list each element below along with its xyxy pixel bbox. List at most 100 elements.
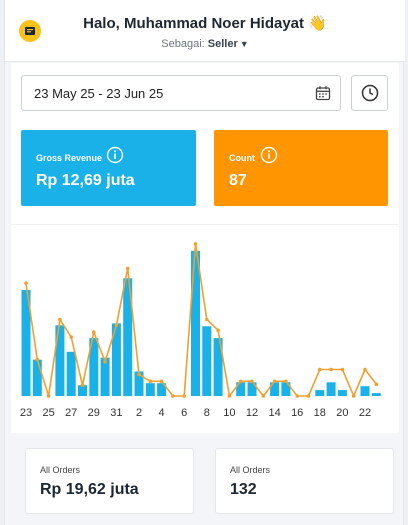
chart-line-point xyxy=(46,394,51,398)
chart-bar xyxy=(55,325,65,396)
chart-bar xyxy=(123,278,133,397)
chart-bar xyxy=(66,351,76,396)
count-value: 87 xyxy=(229,172,247,189)
all-orders-revenue-value: Rp 19,62 juta xyxy=(40,481,139,498)
chart-bar xyxy=(111,323,121,396)
chart-line-point xyxy=(182,394,186,398)
chart-line-point xyxy=(137,372,141,377)
x-tick-label: 6 xyxy=(181,407,187,419)
all-orders-count-value: 132 xyxy=(230,481,257,498)
top-header: Halo, Muhammad Noer Hidayat 👋 Sebagai: S… xyxy=(5,0,405,62)
gross-revenue-value: Rp 12,69 juta xyxy=(36,172,135,189)
chart-bar xyxy=(32,359,42,396)
chart-bar xyxy=(89,338,99,396)
chart-bar xyxy=(78,385,87,396)
chart-line-point xyxy=(193,242,198,246)
chart-line-point xyxy=(295,394,300,398)
role-selector[interactable]: Sebagai: Seller ▼ xyxy=(5,38,405,50)
all-orders-count-card: All Orders 132 xyxy=(215,448,394,514)
calendar-icon[interactable] xyxy=(315,85,331,101)
chart-line-point xyxy=(250,379,254,384)
chart-line-point xyxy=(216,328,220,333)
chart-bar xyxy=(360,386,370,396)
count-label: Count xyxy=(229,153,255,163)
gross-revenue-card: Gross Revenue Rp 12,69 juta xyxy=(21,130,196,206)
chart-bar xyxy=(157,383,167,396)
gross-revenue-label: Gross Revenue xyxy=(36,153,103,163)
chart-line-point xyxy=(171,394,175,398)
greeting-title: Halo, Muhammad Noer Hidayat 👋 xyxy=(83,15,327,32)
x-tick-label: 25 xyxy=(42,407,54,419)
chart-svg: 23 25 27 29 31 2 4 6 8 10 12 14 16 18 20 22 xyxy=(20,242,381,419)
chart-bar xyxy=(145,383,155,396)
x-tick-label: 18 xyxy=(314,407,326,419)
info-icon[interactable] xyxy=(106,146,124,164)
chart-line-point xyxy=(159,379,164,384)
chart-line-point xyxy=(58,317,62,322)
chart-line-point xyxy=(238,379,243,384)
chevron-down-icon: ▼ xyxy=(239,39,249,49)
chart-line-point xyxy=(272,379,277,384)
count-card: Count 87 xyxy=(214,130,388,206)
all-orders-count-label: All Orders xyxy=(230,465,271,475)
chart-line-point xyxy=(92,330,96,334)
chart-line-point xyxy=(35,357,40,362)
time-filter-button[interactable] xyxy=(351,75,388,111)
chart-line-point xyxy=(374,382,379,386)
chart-line-point xyxy=(148,379,153,384)
chart-bar xyxy=(247,382,257,396)
chart-bar xyxy=(213,338,223,396)
chart-bar xyxy=(100,357,110,396)
chart-line-point xyxy=(261,394,266,398)
date-range-input[interactable]: 23 May 25 - 23 Jun 25 xyxy=(21,75,341,111)
role-value: Seller xyxy=(207,38,238,50)
x-tick-label: 16 xyxy=(291,407,303,419)
x-tick-label: 22 xyxy=(359,407,371,419)
daily-chart: 23 25 27 29 31 2 4 6 8 10 12 14 16 18 20 22 xyxy=(11,224,399,433)
clock-icon xyxy=(361,84,378,102)
x-tick-label: 4 xyxy=(159,407,165,419)
chart-bar xyxy=(281,382,291,396)
x-tick-label: 12 xyxy=(246,407,258,419)
chart-line-point xyxy=(351,394,356,398)
x-tick-label: 23 xyxy=(20,407,32,419)
app-logo-icon[interactable] xyxy=(19,20,41,42)
chart-line-point xyxy=(205,317,209,322)
chart-line-point xyxy=(80,383,85,387)
all-orders-revenue-card: All Orders Rp 19,62 juta xyxy=(25,448,194,514)
chart-bar xyxy=(134,371,144,396)
x-tick-label: 8 xyxy=(204,407,210,419)
all-orders-revenue-label: All Orders xyxy=(40,465,81,475)
chart-line-point xyxy=(363,367,367,372)
chart-line-point xyxy=(340,367,345,372)
chart-bar xyxy=(21,290,31,396)
chart-bar xyxy=(326,382,336,396)
chart-line-point xyxy=(24,281,28,285)
chart-bar xyxy=(371,393,381,396)
x-tick-label: 10 xyxy=(223,407,235,419)
date-range-value: 23 May 25 - 23 Jun 25 xyxy=(34,86,164,101)
x-tick-label: 20 xyxy=(336,407,348,419)
chart-line-point xyxy=(306,394,311,398)
chart-line-point xyxy=(318,367,322,372)
x-tick-label: 14 xyxy=(268,407,280,419)
chart-bar xyxy=(315,390,325,396)
role-prefix: Sebagai: xyxy=(161,38,205,50)
chart-bar xyxy=(202,326,212,396)
chart-line-point xyxy=(125,266,130,271)
info-icon[interactable] xyxy=(260,146,278,164)
chart-line-point xyxy=(69,335,73,339)
chart-bar xyxy=(236,382,246,396)
chart-line-point xyxy=(103,359,107,364)
x-tick-label: 2 xyxy=(136,407,142,419)
x-tick-label: 27 xyxy=(65,407,77,419)
chart-line-point xyxy=(114,323,119,328)
chart-bar xyxy=(270,382,280,396)
chart-line-series xyxy=(25,243,377,399)
chart-line-point xyxy=(329,367,333,372)
x-tick-label: 31 xyxy=(110,407,122,419)
chart-line-point xyxy=(284,379,288,384)
x-tick-label: 29 xyxy=(88,407,100,419)
chart-bar xyxy=(337,390,347,396)
chart-bar xyxy=(191,250,200,396)
